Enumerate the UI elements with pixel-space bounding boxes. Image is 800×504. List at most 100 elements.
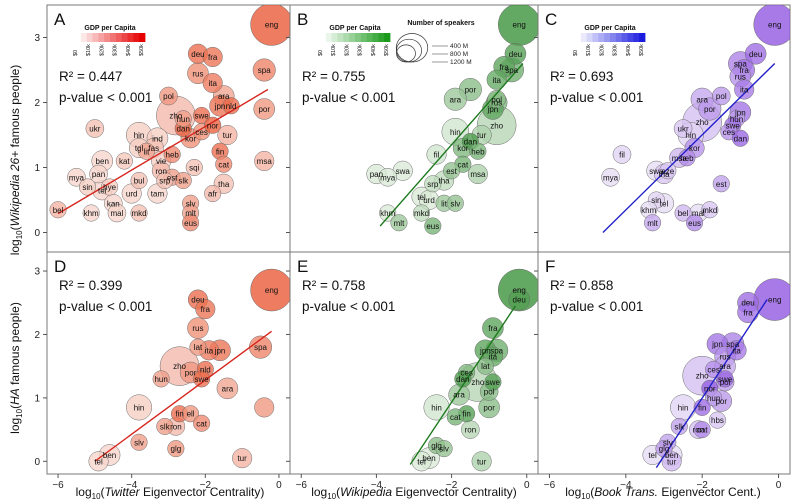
bubble-hun: [152, 370, 170, 388]
bubble-label-ara: ara: [719, 362, 731, 371]
bubble-label-dan: dan: [464, 138, 477, 147]
bubble-label-srp: srp: [427, 180, 439, 189]
bubble-label-slk: slk: [160, 422, 171, 431]
bubble-label-eng: eng: [768, 296, 781, 305]
bubble-label-spa: spa: [734, 60, 747, 69]
bubble-label-tur: tur: [477, 457, 487, 466]
bubble-label-slv: slv: [134, 438, 144, 447]
bubble-label-rus: rus: [192, 324, 203, 333]
bubble-label-hin: hin: [431, 403, 442, 412]
bubble-label-heb: heb: [471, 147, 485, 156]
bubble-label-slv: slv: [663, 438, 673, 447]
bubble-label-hun: hun: [177, 115, 190, 124]
gdp-legend-title: GDP per Capita: [84, 25, 135, 32]
bubble-label-srp: srp: [159, 177, 171, 186]
bubble-hbs: [708, 411, 726, 429]
bubble-lat: [476, 357, 494, 375]
panel-letter: C: [545, 10, 557, 29]
bubble-eus: [686, 214, 704, 232]
bubble-label-urd: urd: [126, 190, 138, 199]
bubble-label-rus: rus: [720, 353, 731, 362]
bubble-mkd: [701, 201, 719, 219]
y-axis-title-top: log10(Wikipedia 26+ famous people): [8, 65, 24, 256]
x-axis-title-wikipedia-sub: 10: [327, 492, 336, 501]
bubble-label-slv: slv: [186, 199, 196, 208]
bubble-label-jpn: jpn: [487, 105, 499, 114]
gdp-legend-swatch: [586, 33, 593, 42]
bubble-label-fil: fil: [619, 151, 625, 160]
bubble-label-swe: swe: [195, 375, 210, 384]
bubble-label-ces: ces: [723, 128, 735, 137]
gdp-legend-book: GDP per Capita $0 $10k $20k $30k $40k $50k: [573, 25, 646, 56]
bubble-pol: [487, 90, 506, 109]
bubble-label-ces: ces: [707, 365, 719, 374]
bubble-label-deu: deu: [741, 299, 754, 308]
bubble-label-mya: mya: [380, 173, 396, 182]
bubble-label-kan: kan: [107, 199, 120, 208]
gdp-legend-tick: $40k: [126, 44, 132, 56]
bubble-label-deu: deu: [749, 50, 762, 59]
gdp-legend-tick: $0: [573, 50, 579, 56]
speaker-size-circle: [396, 38, 422, 63]
bubble-label-ben: ben: [665, 451, 678, 460]
bubble-label-mlt: mlt: [647, 219, 658, 228]
y-axis-title-top-paren: (: [8, 226, 22, 230]
bubble-glg: [167, 440, 185, 458]
bubble-label-tel: tel: [660, 199, 669, 208]
bubble-eng: [753, 5, 790, 46]
speaker-size-label: 800 M: [450, 51, 468, 58]
bubble-label-hun: hun: [154, 375, 167, 384]
bubble-label-jpn: jpn: [214, 102, 226, 111]
bubble-label-zho: zho: [471, 378, 484, 387]
x-tick-label: −2: [200, 480, 212, 491]
bubble-label-eng: eng: [265, 286, 278, 295]
bubble-slk: [156, 417, 174, 435]
bubble-tur: [232, 448, 253, 469]
bubble-dan: [731, 129, 749, 147]
bubble-kat: [115, 152, 133, 170]
bubble-mal: [107, 203, 127, 223]
bubble-fra: [482, 317, 504, 339]
bubble-label-hin: hin: [134, 403, 145, 412]
bubble-label-tha: tha: [438, 177, 450, 186]
panel-letter: D: [54, 257, 66, 276]
bubble-label-swe: swe: [195, 112, 210, 121]
bubble-pan: [89, 164, 108, 184]
gdp-legend-swatch: [633, 33, 640, 42]
bubble-label-pol: pol: [163, 92, 174, 101]
bubble-ara: [216, 377, 239, 400]
bubble-tel: [88, 451, 109, 472]
gdp-legend-swatch: [75, 33, 82, 42]
gdp-legend-swatch: [320, 33, 327, 42]
panel-letter: B: [297, 10, 308, 29]
bubble-label-tur: tur: [223, 131, 233, 140]
bubble-label-slv: slv: [439, 445, 449, 454]
bubble-label-ita: ita: [208, 79, 217, 88]
bubble-srp: [156, 172, 174, 189]
gdp-legend-swatch: [604, 33, 611, 42]
bubble-label-swe: swe: [726, 121, 741, 130]
bubble-label-fra: fra: [743, 308, 753, 317]
gdp-legend-swatch: [133, 33, 140, 42]
bubble-label-lat: lat: [481, 362, 490, 371]
regression-line: [57, 88, 269, 215]
bubble-label-fin: fin: [216, 147, 224, 156]
x-tick-label: −4: [371, 480, 383, 491]
bubble-cat: [693, 421, 711, 439]
bubble-label-ita: ita: [489, 353, 498, 362]
bubble-label-sin: sin: [82, 183, 92, 192]
bubble-label-slk: slk: [178, 177, 189, 186]
gdp-legend-tick: $30k: [613, 44, 619, 56]
bubble-label-kor: kor: [185, 134, 196, 143]
legends-layer: GDP per Capita$0 $10k $20k $30k $40k $50k GDP …: [73, 20, 646, 66]
bubble-label-mlt: mlt: [185, 209, 196, 218]
bubble-label-slk: slk: [674, 422, 685, 431]
panel-letter: F: [545, 257, 555, 276]
bubble-label-por: por: [465, 86, 477, 95]
r-squared-value: R² = 0.758: [302, 278, 365, 293]
gdp-legend-swatch: [366, 33, 373, 42]
bubble-label-mal: mal: [111, 209, 124, 218]
bubble-est: [443, 162, 461, 180]
bubble-label-bel: bel: [678, 209, 689, 218]
